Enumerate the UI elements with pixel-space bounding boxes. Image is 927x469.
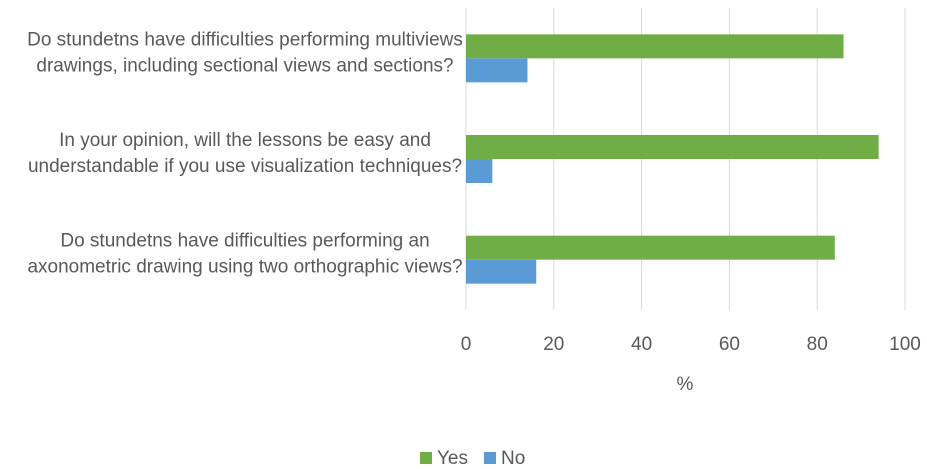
legend-swatch: [484, 452, 496, 464]
x-tick-label: 100: [889, 334, 921, 355]
x-tick-label: 80: [807, 334, 828, 355]
bar: [466, 159, 493, 183]
bar: [466, 135, 879, 159]
x-tick-label: 0: [461, 334, 472, 355]
x-tick-label: 40: [631, 334, 652, 355]
x-tick-label: 60: [719, 334, 740, 355]
y-tick-label: Do stundetns have difficulties performin…: [27, 231, 462, 278]
legend-label: Yes: [437, 448, 468, 469]
x-tick-label: 20: [543, 334, 564, 355]
legend-swatch: [420, 452, 432, 464]
bar: [466, 235, 835, 260]
y-tick-label: Do stundetns have difficulties performin…: [27, 29, 463, 76]
x-axis-label: %: [677, 374, 694, 395]
bar: [466, 58, 528, 83]
bar: [466, 34, 844, 59]
y-tick-label: In your opinion, will the lessons be eas…: [28, 130, 462, 177]
legend-label: No: [501, 448, 525, 469]
bar: [466, 259, 537, 284]
